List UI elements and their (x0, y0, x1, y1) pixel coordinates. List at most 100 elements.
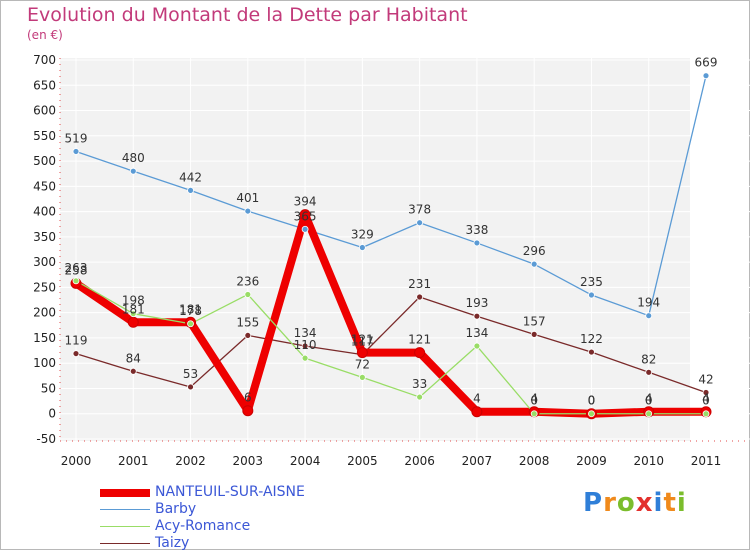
series-point-1 (473, 239, 481, 247)
series-line-3 (75, 296, 707, 394)
series-point-1 (301, 225, 309, 233)
data-label-1: 235 (580, 275, 603, 289)
data-label-2: 110 (294, 338, 317, 352)
series-point-2 (129, 310, 137, 318)
series-point-3 (301, 342, 309, 350)
data-label-0: 4 (702, 392, 710, 406)
legend-swatch-acy-romance (100, 526, 150, 527)
logo-letter-1: r (603, 488, 617, 518)
data-label-2: 198 (122, 294, 145, 308)
data-label-0: 181 (122, 302, 145, 316)
data-label-3: 231 (408, 277, 431, 291)
series-point-1 (72, 148, 80, 155)
series-point-3 (244, 332, 252, 339)
data-label-2: 0 (645, 394, 653, 408)
data-label-2: 0 (530, 394, 538, 408)
legend-label-barby: Barby (155, 501, 197, 517)
x-tick-label: 2008 (519, 454, 550, 468)
x-tick-label: 2000 (61, 454, 92, 468)
data-label-3: 193 (465, 296, 488, 310)
proxiti-logo: Proxiti (583, 488, 687, 518)
chart-title: Evolution du Montant de la Dette par Hab… (27, 4, 468, 26)
y-tick-label: 250 (33, 280, 56, 294)
y-tick-label: 500 (33, 154, 56, 168)
data-label-2: 0 (588, 394, 596, 408)
y-tick-label: 650 (33, 78, 56, 92)
series-point-2 (358, 373, 366, 381)
series-point-2 (645, 410, 653, 418)
legend-label-taizy: Taizy (155, 535, 190, 551)
logo-letter-2: o (616, 488, 636, 518)
logo-letter-6: i (676, 488, 687, 518)
series-point-3 (72, 350, 80, 357)
data-label-1: 401 (236, 191, 259, 205)
series-point-3 (473, 312, 481, 320)
data-label-2: 0 (702, 394, 710, 408)
y-tick-label: 0 (48, 407, 56, 421)
y-tick-label: 450 (33, 179, 56, 193)
series-point-0 (471, 406, 483, 418)
series-point-2 (588, 410, 595, 418)
x-tick-label: 2004 (290, 454, 321, 468)
y-tick-label: 150 (33, 331, 56, 345)
x-tick-label: 2005 (347, 454, 378, 468)
legend-label-nanteuil: NANTEUIL-SUR-AISNE (155, 484, 305, 500)
data-label-2: 236 (236, 274, 259, 288)
series-point-0 (242, 405, 254, 417)
plot-background (60, 58, 690, 441)
series-point-2 (530, 410, 538, 418)
series-point-2 (187, 320, 194, 328)
y-tick-label: 50 (41, 381, 56, 395)
series-point-3 (129, 367, 137, 375)
series-point-1 (187, 186, 194, 194)
data-label-2: 33 (412, 377, 427, 391)
x-tick-label: 2003 (233, 454, 264, 468)
logo-letter-4: i (653, 488, 664, 518)
y-tick-label: 550 (33, 129, 56, 143)
data-label-3: 84 (126, 351, 141, 365)
series-point-1 (588, 291, 595, 299)
data-label-3: 122 (580, 332, 603, 346)
y-tick-label: -50 (36, 432, 56, 446)
data-label-2: 263 (65, 261, 88, 275)
data-label-1: 378 (408, 203, 431, 217)
data-label-2: 72 (355, 357, 370, 371)
data-label-3: 117 (351, 335, 374, 349)
data-label-0: 121 (351, 333, 374, 347)
data-label-0: 0 (588, 394, 596, 408)
data-label-1: 338 (465, 223, 488, 237)
data-label-0: 4 (530, 392, 538, 406)
series-point-3 (187, 383, 194, 391)
legend-label-acy-romance: Acy-Romance (155, 518, 251, 534)
logo-letter-0: P (583, 488, 604, 518)
data-label-3: 53 (183, 367, 198, 381)
data-label-1: 519 (65, 131, 88, 145)
series-point-1 (702, 72, 710, 80)
data-label-3: 82 (641, 352, 656, 366)
y-tick-label: 200 (33, 306, 56, 320)
y-tick-label: 400 (33, 205, 56, 219)
series-point-0 (127, 316, 139, 328)
series-point-2 (244, 291, 252, 298)
data-label-3: 119 (65, 334, 88, 348)
x-tick-label: 2009 (576, 454, 607, 468)
data-label-1: 669 (695, 56, 718, 70)
data-label-3: 42 (698, 373, 713, 387)
data-label-0: 121 (408, 333, 431, 347)
series-line-2 (75, 280, 707, 415)
series-point-1 (358, 244, 366, 251)
x-tick-label: 2010 (633, 454, 664, 468)
data-label-0: 4 (473, 392, 481, 406)
series-line-1 (75, 75, 707, 317)
y-tick-label: 300 (33, 255, 56, 269)
y-tick-label: 100 (33, 356, 56, 370)
series-point-0 (356, 347, 368, 359)
data-label-3: 157 (523, 314, 546, 328)
chart-subtitle: (en €) (27, 28, 63, 42)
series-point-2 (473, 342, 481, 350)
legend-swatch-taizy (100, 543, 150, 544)
series-point-1 (530, 260, 538, 268)
logo-letter-3: x (635, 488, 654, 518)
legend-swatch-nanteuil (100, 489, 150, 497)
series-point-3 (645, 368, 653, 376)
